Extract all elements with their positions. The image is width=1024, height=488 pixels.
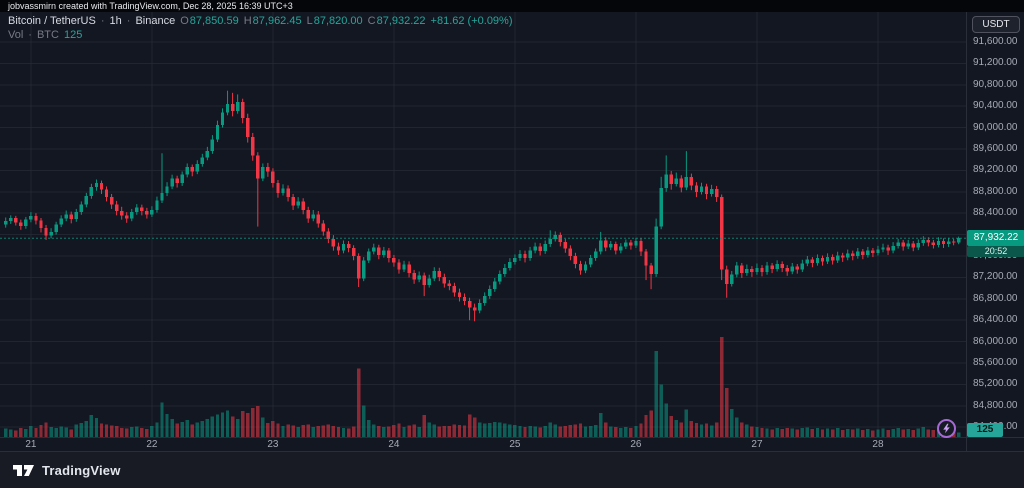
volume-legend-label[interactable]: Vol [8, 29, 24, 41]
candlestick-chart[interactable] [0, 12, 966, 451]
separator-dot: · [126, 15, 131, 27]
chart-legend: Bitcoin / TetherUS · 1h · Binance O87,85… [8, 14, 513, 42]
time-axis-tick: 25 [509, 439, 521, 450]
open-value: 87,850.59 [189, 15, 239, 27]
chart-area[interactable]: Bitcoin / TetherUS · 1h · Binance O87,85… [0, 12, 1024, 451]
close-value: 87,932.22 [376, 15, 426, 27]
volume-current-value: 125 [63, 29, 83, 41]
time-axis-tick: 28 [872, 439, 884, 450]
time-axis-tick: 21 [25, 439, 37, 450]
interval-label[interactable]: 1h [109, 15, 122, 27]
time-axis-tick: 23 [267, 439, 279, 450]
price-axis-tick: 88,800.00 [973, 185, 1018, 197]
time-axis-tick: 22 [146, 439, 158, 450]
close-value-group: C87,932.22 [368, 14, 426, 28]
separator-dot: · [28, 29, 32, 41]
price-axis-tick: 87,200.00 [973, 271, 1018, 283]
low-value: 87,820.00 [313, 15, 363, 27]
high-label: H [243, 15, 252, 27]
bar-countdown-label: 20:52 [967, 246, 1024, 258]
open-label: O [180, 15, 189, 27]
footer-bar: TradingView [0, 451, 1024, 488]
price-axis-tick: 86,800.00 [973, 292, 1018, 304]
tradingview-logo-icon [13, 464, 34, 476]
price-axis-tick: 85,200.00 [973, 378, 1018, 390]
currency-toggle-button[interactable]: USDT [972, 16, 1020, 33]
time-axis[interactable]: 21 22 23 24 25 26 27 28 [0, 438, 966, 451]
symbol-legend-row: Bitcoin / TetherUS · 1h · Binance O87,85… [8, 14, 513, 28]
low-label: L [306, 15, 313, 27]
time-axis-tick: 27 [751, 439, 763, 450]
volume-axis-label: 125 [967, 423, 1003, 437]
time-axis-tick: 26 [630, 439, 642, 450]
tradingview-logo[interactable]: TradingView [12, 462, 121, 479]
price-axis-tick: 91,200.00 [973, 57, 1018, 69]
high-value-group: H87,962.45 [244, 14, 302, 28]
change-value: +81.62 (+0.09%) [430, 15, 513, 27]
exchange-label[interactable]: Binance [135, 15, 176, 27]
quick-action-button[interactable] [937, 419, 956, 438]
price-axis[interactable]: USDT 87,932.22 20:52 125 91,600.00 91,200… [966, 12, 1024, 451]
high-value: 87,962.45 [252, 15, 302, 27]
open-value-group: O87,850.59 [180, 14, 239, 28]
volume-unit-label: BTC [36, 29, 59, 41]
price-axis-tick: 90,000.00 [973, 121, 1018, 133]
price-axis-tick: 91,600.00 [973, 36, 1018, 47]
attribution-text: jobvassmirn created with TradingView.com… [8, 1, 293, 11]
price-axis-tick: 86,000.00 [973, 335, 1018, 347]
price-axis-tick: 89,200.00 [973, 164, 1018, 176]
time-axis-tick: 24 [388, 439, 400, 450]
volume-legend-row: Vol · BTC 125 [8, 28, 513, 42]
close-label: C [367, 15, 376, 27]
low-value-group: L87,820.00 [307, 14, 363, 28]
price-axis-tick: 90,800.00 [973, 78, 1018, 90]
price-axis-tick: 84,800.00 [973, 399, 1018, 411]
price-axis-tick: 86,400.00 [973, 314, 1018, 326]
price-axis-tick: 90,400.00 [973, 100, 1018, 112]
attribution-bar: jobvassmirn created with TradingView.com… [0, 0, 1024, 12]
symbol-title[interactable]: Bitcoin / TetherUS [8, 15, 96, 27]
time-axis-separator [0, 437, 1024, 438]
last-price-label: 87,932.22 [967, 230, 1024, 247]
price-axis-tick: 88,400.00 [973, 207, 1018, 219]
separator-dot: · [100, 15, 105, 27]
price-axis-tick: 89,600.00 [973, 143, 1018, 154]
tradingview-logo-text: TradingView [42, 462, 121, 478]
price-axis-tick: 85,600.00 [973, 357, 1018, 368]
lightning-icon [943, 423, 950, 434]
